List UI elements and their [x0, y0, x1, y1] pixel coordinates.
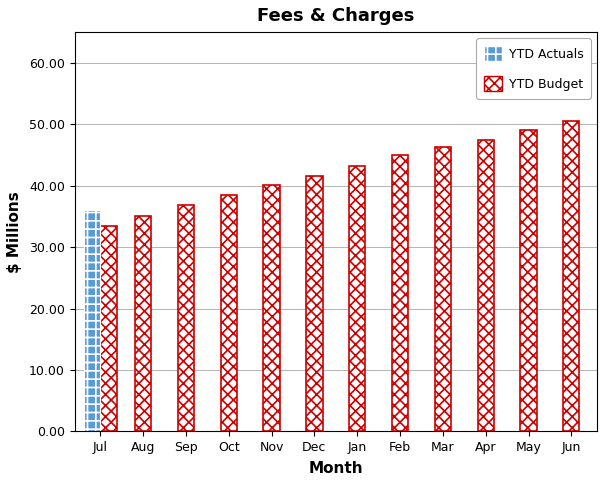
Bar [435, 147, 451, 431]
Bar [563, 121, 579, 431]
Bar [220, 195, 237, 431]
Bar [100, 226, 117, 431]
Legend: YTD Actuals, YTD Budget: YTD Actuals, YTD Budget [476, 38, 591, 99]
Bar [392, 155, 408, 431]
Bar [178, 205, 194, 431]
Bar [263, 185, 280, 431]
Bar [84, 210, 100, 431]
Bar [478, 140, 494, 431]
Y-axis label: $ Millions: $ Millions [7, 191, 22, 272]
X-axis label: Month: Month [309, 461, 363, 476]
Bar [306, 176, 323, 431]
Bar [135, 216, 151, 431]
Bar [349, 166, 365, 431]
Title: Fees & Charges: Fees & Charges [257, 7, 414, 25]
Bar [521, 130, 537, 431]
